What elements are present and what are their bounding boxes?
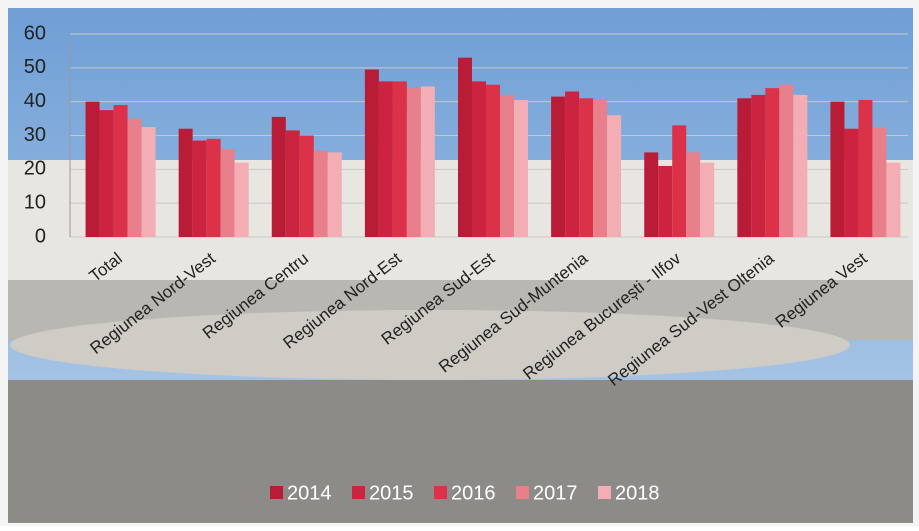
bar xyxy=(830,101,845,238)
legend-swatch xyxy=(352,486,365,499)
bar xyxy=(500,94,514,238)
bar xyxy=(551,96,566,237)
bar xyxy=(858,99,873,237)
bar xyxy=(99,110,114,237)
legend-label: 2018 xyxy=(615,482,660,504)
bar xyxy=(514,99,528,237)
photo-roundabout xyxy=(10,310,850,380)
bar xyxy=(779,84,794,237)
bar xyxy=(178,128,193,237)
y-tick-label: 60 xyxy=(24,22,46,44)
bar xyxy=(313,150,328,237)
legend-swatch xyxy=(270,486,283,499)
legend-label: 2016 xyxy=(451,482,496,504)
bar xyxy=(579,98,594,238)
bar xyxy=(672,125,687,237)
bar xyxy=(765,88,780,237)
y-tick-label: 10 xyxy=(24,191,46,213)
legend-swatch xyxy=(598,486,611,499)
legend-label: 2014 xyxy=(287,482,332,504)
bar xyxy=(271,116,286,237)
bar xyxy=(285,130,300,237)
bar xyxy=(406,88,421,237)
bar xyxy=(607,115,622,237)
bar xyxy=(644,152,659,237)
bar xyxy=(127,118,142,237)
bar xyxy=(220,149,235,237)
legend-label: 2017 xyxy=(533,482,578,504)
bar xyxy=(844,128,859,237)
bar xyxy=(872,127,887,237)
bar xyxy=(327,152,342,237)
bar xyxy=(593,99,608,237)
bar xyxy=(686,152,701,237)
bar xyxy=(113,105,128,237)
y-tick-label: 20 xyxy=(24,158,46,180)
bar xyxy=(658,165,673,237)
bar xyxy=(299,135,314,237)
bar xyxy=(700,162,715,237)
bar xyxy=(565,91,580,238)
bar xyxy=(793,94,808,238)
bar xyxy=(141,127,156,237)
y-tick-label: 40 xyxy=(24,90,46,112)
y-tick-label: 30 xyxy=(24,124,46,146)
bar xyxy=(192,140,207,237)
photo-road xyxy=(8,380,913,523)
bar xyxy=(751,94,766,238)
bar xyxy=(85,101,100,238)
bar xyxy=(886,162,901,237)
y-tick-label: 50 xyxy=(24,56,46,78)
bar xyxy=(486,84,500,237)
bar xyxy=(420,86,435,237)
bar xyxy=(378,81,393,237)
bar xyxy=(234,162,249,237)
bar xyxy=(458,57,472,237)
legend-label: 2015 xyxy=(369,482,414,504)
bar xyxy=(737,98,752,238)
y-tick-label: 0 xyxy=(35,225,46,247)
legend-swatch xyxy=(516,486,529,499)
bar xyxy=(392,81,407,237)
bar xyxy=(206,138,221,237)
bar xyxy=(364,69,379,238)
legend-swatch xyxy=(434,486,447,499)
bar xyxy=(472,81,486,237)
